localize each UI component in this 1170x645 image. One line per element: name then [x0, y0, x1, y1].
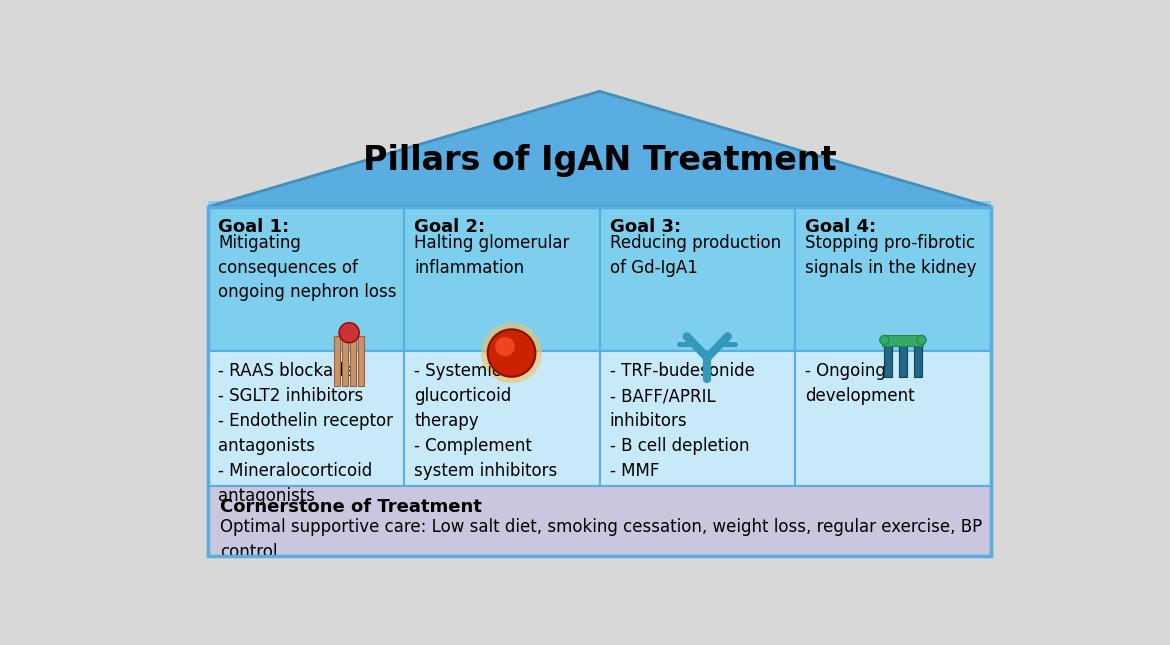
Circle shape: [488, 330, 536, 377]
Bar: [208, 201, 991, 207]
Bar: [342, 336, 349, 386]
Circle shape: [880, 335, 889, 344]
Text: Reducing production
of Gd-IgA1: Reducing production of Gd-IgA1: [610, 235, 780, 277]
Circle shape: [917, 335, 927, 344]
Polygon shape: [208, 91, 991, 207]
Text: - Systemic
glucorticoid
therapy
- Complement
system inhibitors: - Systemic glucorticoid therapy - Comple…: [414, 362, 557, 481]
Bar: [885, 344, 892, 377]
Text: - TRF-budesonide
- BAFF/APRIL
inhibitors
- B cell depletion
- MMF: - TRF-budesonide - BAFF/APRIL inhibitors…: [610, 362, 755, 481]
Text: - Ongoing
development: - Ongoing development: [805, 362, 915, 405]
Text: Goal 2:: Goal 2:: [414, 218, 486, 236]
Bar: [404, 207, 599, 351]
Bar: [208, 207, 991, 557]
Bar: [350, 336, 356, 386]
Bar: [796, 207, 991, 351]
Text: Goal 1:: Goal 1:: [219, 218, 289, 236]
Text: Stopping pro-fibrotic
signals in the kidney: Stopping pro-fibrotic signals in the kid…: [805, 235, 977, 277]
Bar: [208, 486, 991, 557]
Text: Optimal supportive care: Low salt diet, smoking cessation, weight loss, regular : Optimal supportive care: Low salt diet, …: [220, 518, 982, 561]
Circle shape: [495, 337, 515, 356]
Bar: [333, 336, 340, 386]
Circle shape: [339, 322, 359, 342]
Text: Pillars of IgAN Treatment: Pillars of IgAN Treatment: [363, 144, 837, 177]
Bar: [796, 351, 991, 486]
Text: Halting glomerular
inflammation: Halting glomerular inflammation: [414, 235, 570, 277]
Bar: [900, 344, 907, 377]
Bar: [358, 336, 364, 386]
Text: Cornerstone of Treatment: Cornerstone of Treatment: [220, 498, 482, 516]
Circle shape: [481, 323, 542, 383]
Bar: [599, 207, 796, 351]
Bar: [882, 335, 923, 346]
Bar: [208, 207, 404, 351]
Text: - RAAS blockade
- SGLT2 inhibitors
- Endothelin receptor
antagonists
- Mineraloc: - RAAS blockade - SGLT2 inhibitors - End…: [219, 362, 393, 505]
Bar: [208, 351, 404, 486]
Bar: [404, 351, 599, 486]
Bar: [914, 344, 922, 377]
Text: Goal 3:: Goal 3:: [610, 218, 681, 236]
Text: Mitigating
consequences of
ongoing nephron loss: Mitigating consequences of ongoing nephr…: [219, 235, 397, 301]
Text: Goal 4:: Goal 4:: [805, 218, 876, 236]
Bar: [599, 351, 796, 486]
